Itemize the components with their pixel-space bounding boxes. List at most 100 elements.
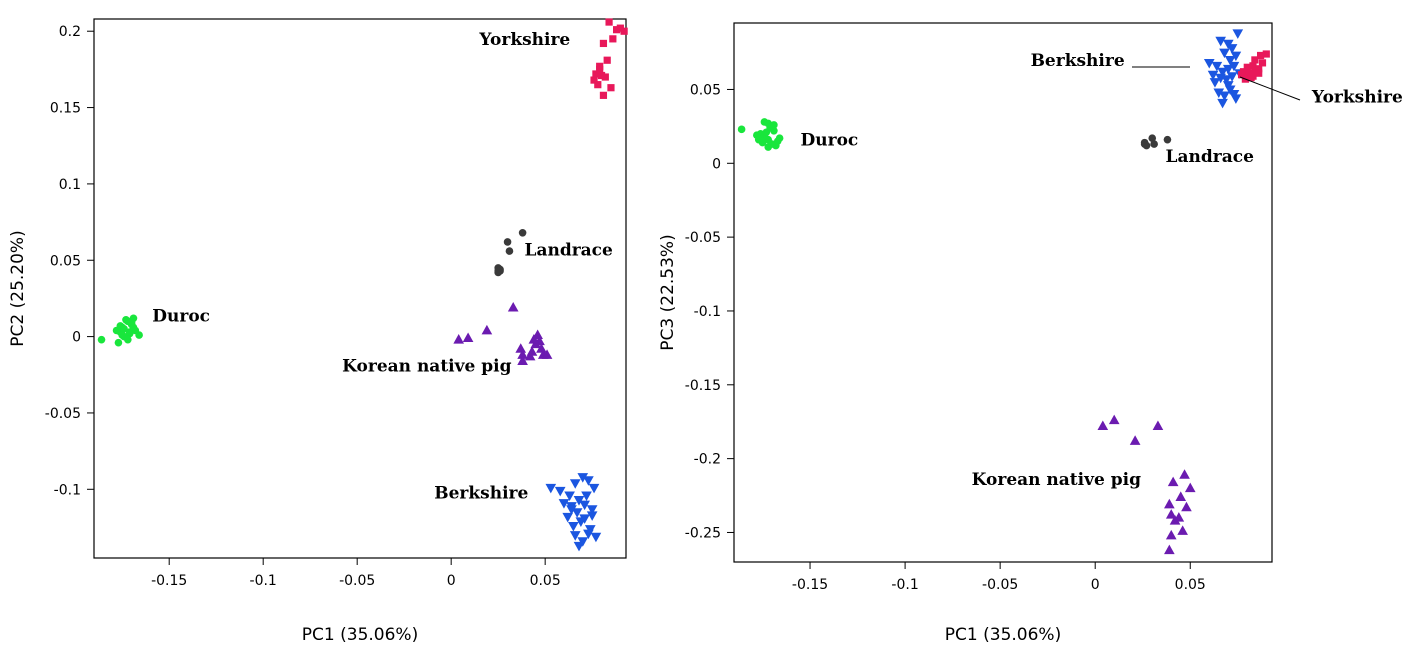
data-point-berkshire [1209, 78, 1221, 88]
data-point-korean-native-pig [1181, 501, 1192, 512]
data-point-duroc [118, 331, 126, 339]
data-point-landrace [503, 238, 512, 246]
data-point-korean-native-pig [524, 350, 536, 361]
data-point-yorkshire [1255, 69, 1263, 77]
group-label-duroc: Duroc [152, 306, 210, 326]
data-point-landrace [518, 228, 527, 237]
data-point-duroc [760, 118, 769, 126]
data-point-landrace [1163, 135, 1172, 144]
data-point-berkshire [545, 483, 557, 494]
x-tick-label: -0.15 [151, 573, 187, 589]
data-point-berkshire [1226, 72, 1238, 82]
data-point-berkshire [568, 522, 579, 532]
data-point-korean-native-pig [541, 349, 553, 359]
data-point-duroc [122, 316, 130, 324]
data-point-yorkshire [1262, 50, 1270, 58]
data-point-yorkshire [607, 84, 615, 92]
data-point-berkshire [571, 508, 583, 518]
y-tick-label: 0.05 [50, 253, 81, 269]
x-tick-label: -0.05 [339, 573, 375, 589]
data-point-yorkshire [592, 70, 600, 78]
data-point-korean-native-pig [1152, 420, 1164, 431]
x-tick-label: 0 [447, 573, 456, 589]
data-point-yorkshire [1237, 71, 1246, 79]
y-axis-title: PC3 (22.53%) [658, 234, 678, 350]
data-point-yorkshire [616, 24, 624, 32]
data-point-yorkshire [1251, 56, 1259, 64]
data-point-berkshire [1226, 44, 1238, 54]
data-point-korean-native-pig [453, 334, 465, 344]
data-point-yorkshire [603, 56, 611, 64]
data-point-berkshire [1215, 36, 1226, 47]
data-point-landrace [1140, 140, 1149, 148]
data-point-korean-native-pig [481, 324, 493, 335]
y-tick-label: 0.05 [690, 82, 721, 98]
data-point-korean-native-pig [1164, 544, 1175, 555]
data-point-yorkshire [590, 76, 598, 84]
data-point-berkshire [564, 491, 575, 501]
data-point-berkshire [1228, 89, 1240, 100]
data-point-berkshire [1222, 81, 1234, 91]
data-point-yorkshire [1256, 51, 1265, 60]
data-point-korean-native-pig [515, 343, 527, 353]
data-point-yorkshire [1247, 74, 1255, 82]
x-tick-label: -0.15 [792, 577, 828, 593]
data-point-berkshire [1219, 48, 1230, 59]
data-point-duroc [129, 323, 138, 332]
data-point-korean-native-pig [1164, 498, 1175, 509]
data-point-berkshire [1219, 91, 1230, 101]
data-point-berkshire [562, 512, 574, 523]
series-landrace [1140, 134, 1172, 150]
data-point-korean-native-pig [1179, 469, 1190, 479]
data-point-yorkshire [1251, 66, 1259, 74]
data-point-yorkshire [596, 65, 604, 73]
data-point-berkshire [577, 473, 589, 483]
y-tick-label: 0.15 [50, 101, 81, 117]
group-label-duroc: Duroc [801, 131, 859, 151]
data-point-yorkshire [613, 26, 621, 34]
data-point-korean-native-pig [1097, 420, 1109, 431]
data-point-yorkshire [620, 27, 628, 35]
data-point-duroc [97, 335, 106, 344]
series-korean-native-pig [1097, 414, 1196, 555]
data-point-duroc [770, 121, 778, 129]
data-point-yorkshire [1245, 69, 1253, 77]
data-point-landrace [494, 267, 502, 275]
data-point-berkshire [581, 491, 592, 501]
data-point-berkshire [1228, 61, 1240, 72]
x-tick-label: 0.05 [530, 573, 561, 589]
group-label-berkshire: Berkshire [1031, 51, 1125, 71]
data-point-berkshire [1211, 61, 1223, 72]
data-point-korean-native-pig [1177, 525, 1188, 535]
data-point-yorkshire [599, 91, 608, 99]
y-tick-label: 0 [712, 156, 721, 172]
data-point-berkshire [1230, 51, 1242, 62]
x-tick-label: -0.1 [250, 573, 277, 589]
data-point-berkshire [1221, 75, 1232, 85]
data-point-berkshire [590, 532, 602, 543]
data-point-berkshire [1222, 64, 1234, 75]
data-point-berkshire [573, 496, 585, 506]
x-axis-title: PC1 (35.06%) [945, 625, 1061, 645]
data-point-korean-native-pig [517, 355, 528, 365]
x-tick-label: -0.05 [982, 577, 1018, 593]
data-point-berkshire [586, 505, 598, 515]
data-point-duroc [120, 325, 128, 333]
y-tick-label: 0.1 [59, 177, 81, 193]
data-point-berkshire [569, 531, 581, 541]
y-tick-label: -0.1 [694, 304, 721, 320]
series-berkshire [545, 473, 602, 552]
data-point-korean-native-pig [1165, 529, 1177, 540]
data-point-yorkshire [599, 39, 608, 48]
group-label-berkshire: Berkshire [434, 483, 528, 503]
data-point-duroc [737, 125, 746, 134]
x-tick-label: 0 [1091, 577, 1100, 593]
data-point-korean-native-pig [536, 343, 547, 353]
y-tick-label: 0.2 [59, 24, 81, 40]
data-point-landrace [505, 247, 514, 255]
data-point-berkshire [1203, 58, 1215, 69]
data-point-berkshire [1217, 98, 1228, 109]
series-yorkshire [590, 18, 628, 99]
data-point-korean-native-pig [532, 329, 543, 339]
series-landrace [494, 228, 527, 277]
